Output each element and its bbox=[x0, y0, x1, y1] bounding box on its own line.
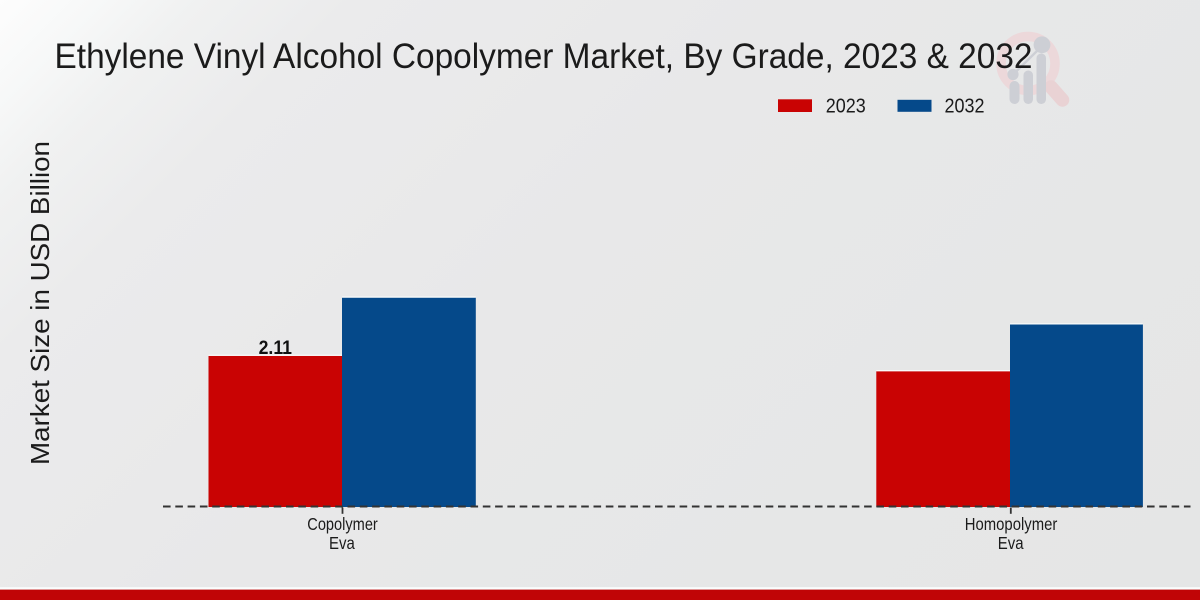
svg-text:2032: 2032 bbox=[945, 96, 985, 118]
svg-text:Eva: Eva bbox=[329, 533, 355, 553]
svg-text:Homopolymer: Homopolymer bbox=[965, 514, 1058, 534]
svg-text:Copolymer: Copolymer bbox=[307, 514, 378, 534]
svg-text:2.11: 2.11 bbox=[259, 337, 293, 359]
svg-text:Eva: Eva bbox=[998, 533, 1024, 553]
svg-text:Ethylene Vinyl Alcohol Copolym: Ethylene Vinyl Alcohol Copolymer Market,… bbox=[55, 37, 1033, 76]
svg-text:Market Size in USD Billion: Market Size in USD Billion bbox=[25, 141, 55, 465]
svg-text:2023: 2023 bbox=[826, 96, 866, 118]
